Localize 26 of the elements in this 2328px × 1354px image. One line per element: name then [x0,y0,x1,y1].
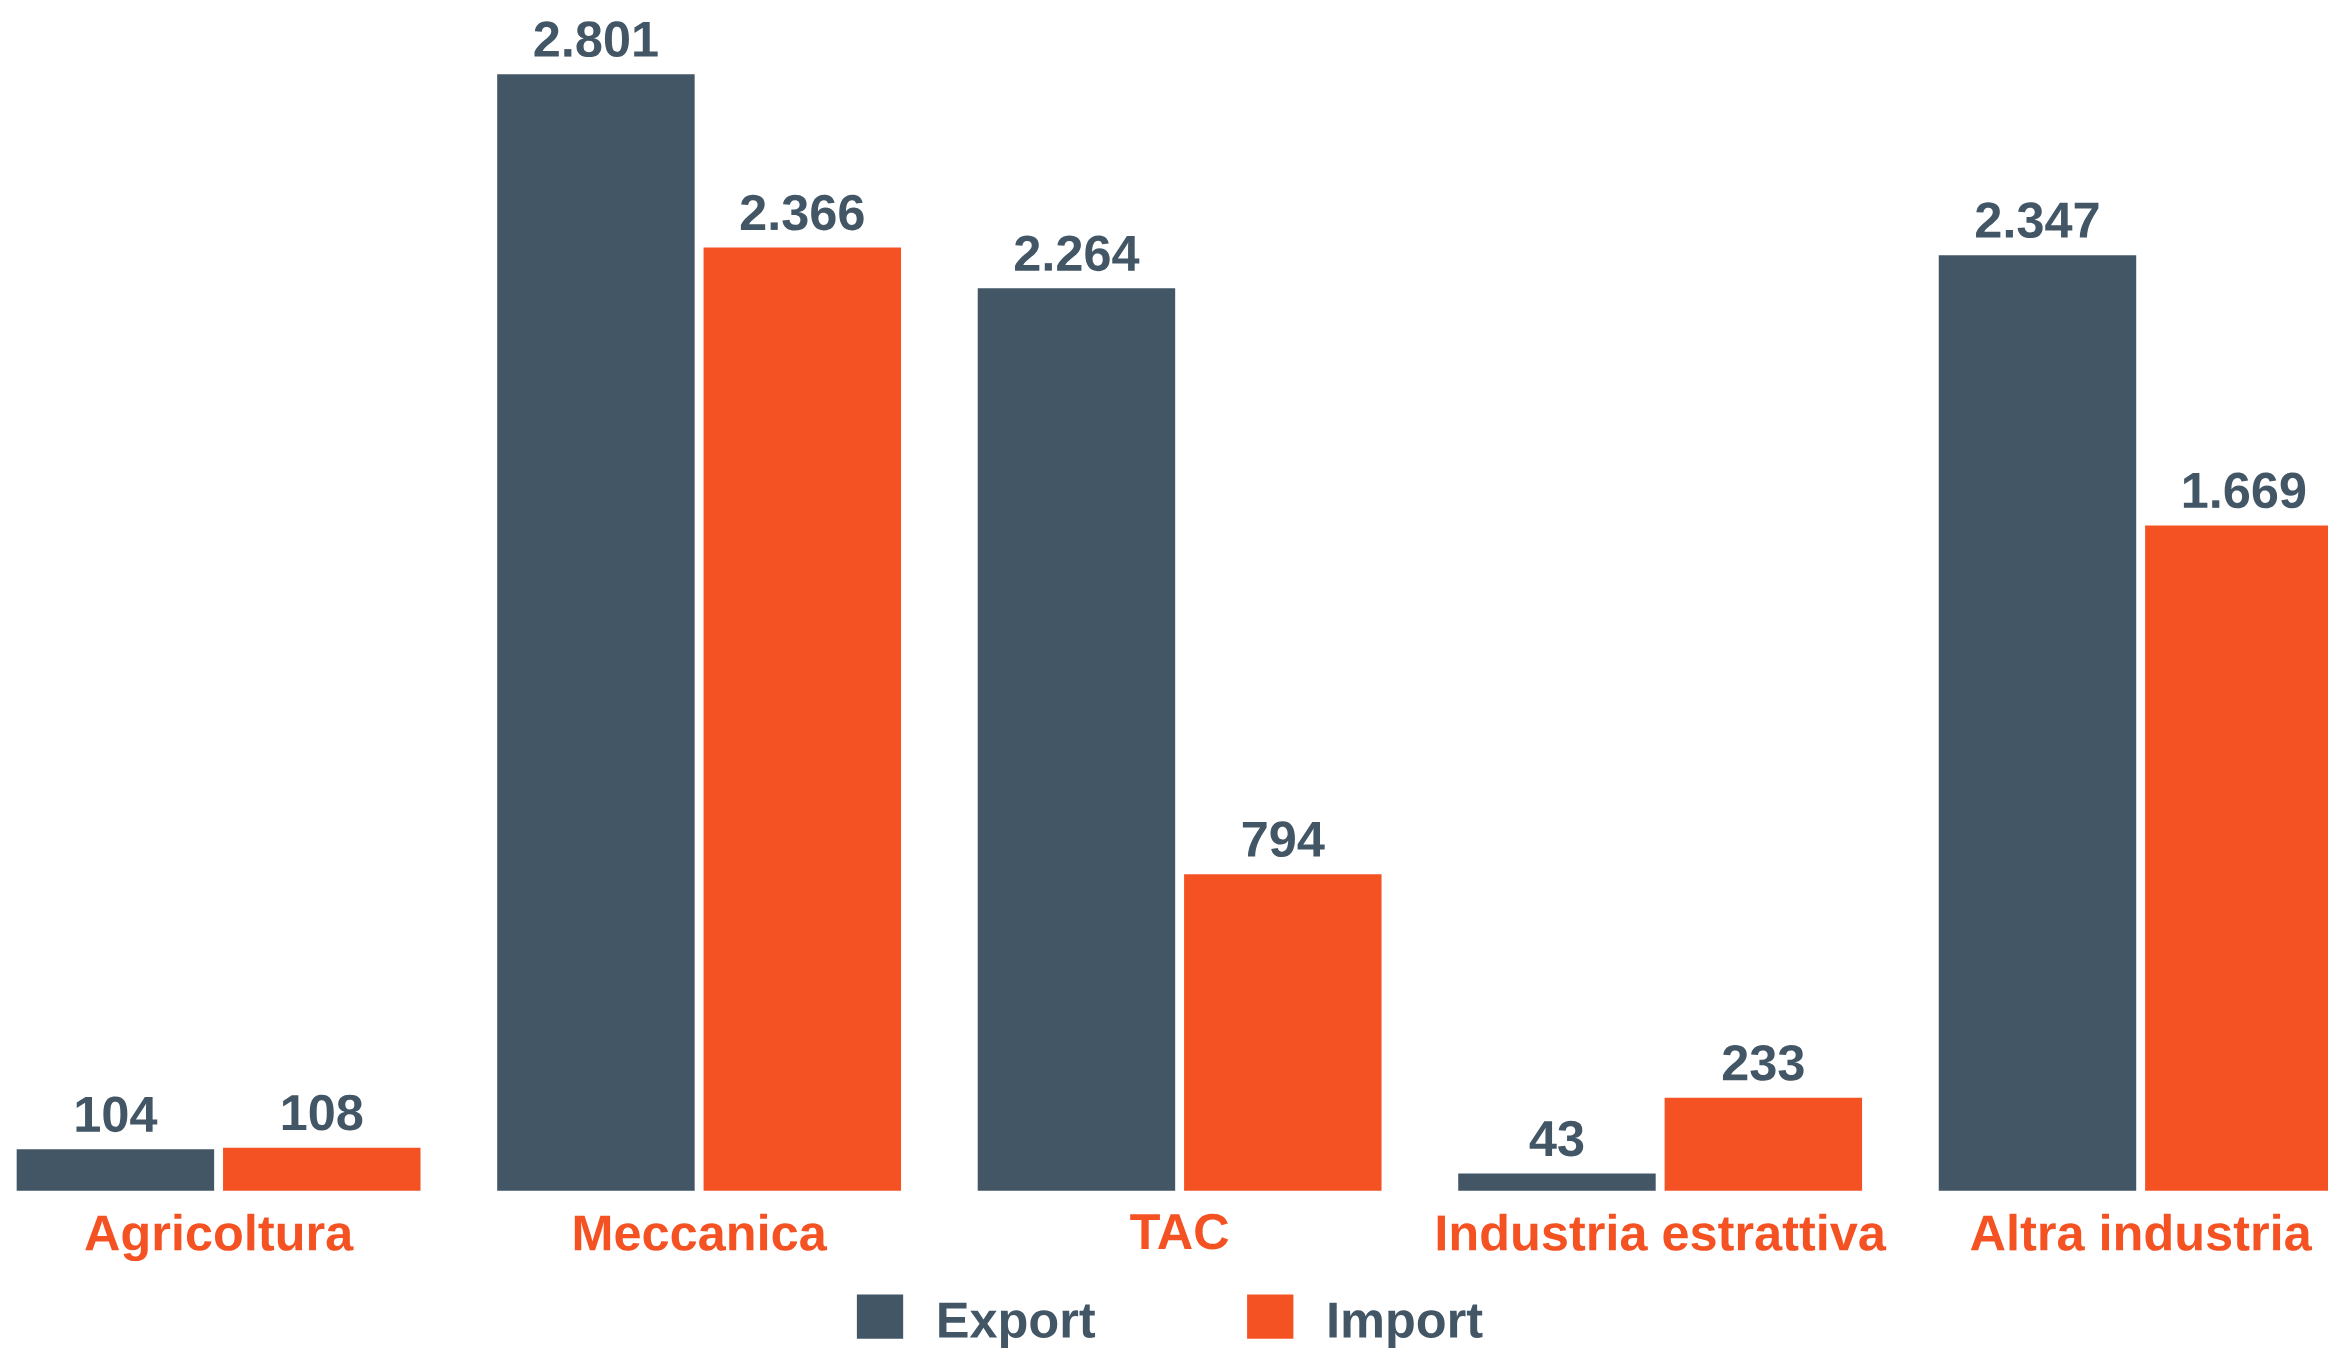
legend-label: Export [939,1302,1096,1348]
bar [703,247,902,1191]
bar [1664,1097,1863,1191]
bar [1938,255,2137,1191]
data-label: 2.801 [534,21,658,58]
data-label: 108 [282,1094,363,1131]
data-label: 2.264 [1015,235,1140,272]
x-tick-label: TAC [1130,1213,1229,1250]
bar [223,1147,421,1191]
data-label: 233 [1722,1044,1804,1081]
bar [497,74,695,1191]
data-label: 1.669 [2183,472,2306,509]
bar [977,288,1176,1191]
x-tick-label: Altra industria [1970,1213,2313,1251]
x-tick-label: Industria estrattiva [1437,1213,1887,1251]
data-label: 2.366 [740,194,864,231]
x-tick-label: Agricoltura [85,1213,354,1262]
bar [1184,874,1382,1191]
data-label: 43 [1529,1120,1584,1157]
data-label: 794 [1242,821,1325,858]
bar [16,1149,215,1191]
bar [1458,1173,1656,1191]
x-tick-label: Meccanica [574,1213,828,1251]
data-label: 104 [76,1096,158,1133]
legend-label: Import [1329,1302,1483,1348]
data-label: 2.347 [1976,202,2099,239]
